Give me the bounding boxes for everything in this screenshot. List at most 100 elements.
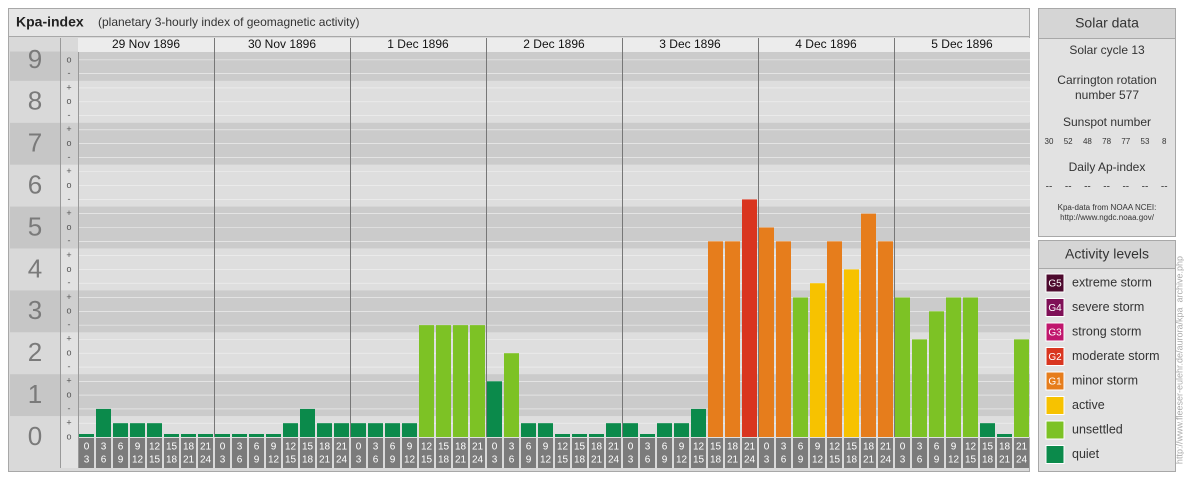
bar	[521, 423, 536, 437]
hour-label: 6	[237, 455, 243, 466]
sunspot-number: 48	[1083, 137, 1092, 146]
hour-label: 24	[880, 455, 892, 466]
legend-label: unsettled	[1072, 422, 1123, 436]
hour-label: 12	[557, 442, 569, 453]
hour-label: 18	[455, 442, 467, 453]
hour-label: 3	[628, 455, 634, 466]
hour-label: 9	[526, 455, 532, 466]
hour-box	[198, 438, 213, 468]
day-label: 2 Dec 1896	[523, 37, 585, 51]
bar	[334, 423, 349, 437]
hour-label: 18	[710, 455, 722, 466]
hour-label: 15	[557, 455, 569, 466]
band	[60, 80, 78, 123]
hour-label: 9	[271, 442, 277, 453]
legend-swatch	[1045, 396, 1065, 415]
hour-label: 3	[220, 455, 226, 466]
hour-label: 0	[220, 442, 226, 453]
minor-tick-label: +	[66, 208, 71, 218]
band	[10, 51, 60, 81]
bar	[759, 227, 774, 437]
hour-label: 21	[336, 442, 348, 453]
bar	[674, 423, 689, 437]
band	[60, 332, 78, 375]
hour-box	[317, 438, 332, 468]
hour-box	[776, 438, 791, 468]
hour-label: 18	[574, 455, 586, 466]
bar	[402, 423, 417, 437]
band	[78, 51, 1030, 81]
hour-label: 6	[101, 455, 107, 466]
hour-label: 15	[166, 442, 178, 453]
hour-label: 24	[1016, 455, 1028, 466]
hour-label: 12	[693, 442, 705, 453]
bar	[810, 283, 825, 437]
hour-label: 0	[356, 442, 362, 453]
bar	[725, 241, 740, 437]
bar	[249, 434, 264, 437]
bar	[912, 339, 927, 437]
minor-tick-label: -	[68, 110, 71, 120]
hour-label: 15	[846, 442, 858, 453]
source: http://www.ngdc.noaa.gov/	[1060, 213, 1155, 222]
minor-tick-label: -	[68, 152, 71, 162]
hour-label: 0	[84, 442, 90, 453]
hour-label: 0	[764, 442, 770, 453]
hour-label: 24	[744, 455, 756, 466]
hour-label: 21	[183, 455, 195, 466]
bar	[980, 423, 995, 437]
bar	[283, 423, 298, 437]
day-label: 30 Nov 1896	[248, 37, 316, 51]
minor-tick-label: o	[66, 54, 71, 64]
hour-label: 9	[543, 442, 549, 453]
bar	[300, 408, 315, 437]
hour-box	[215, 438, 230, 468]
band	[60, 51, 78, 81]
hour-label: 3	[900, 455, 906, 466]
hour-label: 6	[662, 442, 668, 453]
minor-tick-label: -	[68, 361, 71, 371]
band	[60, 374, 78, 417]
band	[60, 122, 78, 165]
minor-tick-label: o	[66, 431, 71, 441]
legend-swatch	[1045, 347, 1065, 366]
day-label: 29 Nov 1896	[112, 37, 180, 51]
minor-tick-label: o	[66, 180, 71, 190]
hour-box	[742, 438, 757, 468]
hour-box	[555, 438, 570, 468]
hour-box	[1014, 438, 1029, 468]
bar	[130, 423, 145, 437]
band	[10, 248, 60, 291]
y-tick-label: 1	[28, 379, 42, 409]
bar	[555, 434, 570, 437]
hour-label: 3	[237, 442, 243, 453]
minor-tick-label: +	[66, 82, 71, 92]
hour-box	[470, 438, 485, 468]
activity-title-bar	[1038, 240, 1176, 269]
bar	[589, 434, 604, 437]
hour-box	[538, 438, 553, 468]
minor-tick-label: +	[66, 250, 71, 260]
chart-subtitle: (planetary 3-hourly index of geomagnetic…	[98, 15, 359, 29]
hour-label: 0	[900, 442, 906, 453]
hour-label: 12	[268, 455, 280, 466]
hour-box	[487, 438, 502, 468]
bar	[351, 423, 366, 437]
minor-tick-label: +	[66, 376, 71, 386]
legend-swatch	[1045, 420, 1065, 440]
bar	[504, 353, 519, 437]
minor-tick-label: o	[66, 222, 71, 232]
y-tick-label: 8	[28, 86, 42, 116]
hour-label: 6	[509, 455, 515, 466]
band	[10, 80, 60, 123]
hour-label: 15	[693, 455, 705, 466]
bar	[844, 269, 859, 437]
day-label: 3 Dec 1896	[659, 37, 721, 51]
minor-tick-label: -	[68, 278, 71, 288]
bar	[895, 297, 910, 437]
solar-title: Solar data	[1075, 15, 1139, 31]
bar	[1014, 339, 1029, 437]
hour-label: 9	[118, 455, 124, 466]
legend-label: active	[1072, 398, 1105, 412]
hour-box	[436, 438, 451, 468]
